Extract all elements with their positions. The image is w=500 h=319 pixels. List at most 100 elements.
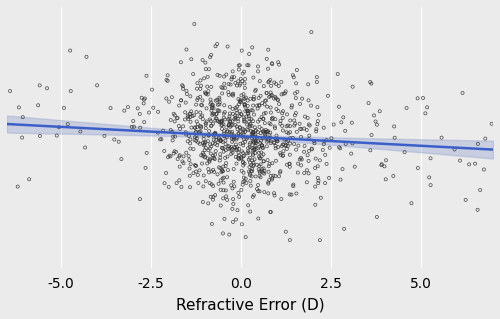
Point [208, 221, 216, 226]
Point [266, 161, 274, 167]
Point [196, 78, 204, 83]
Point [276, 169, 284, 174]
Point [168, 95, 176, 100]
Point [233, 111, 241, 116]
Point [278, 79, 285, 85]
Point [272, 133, 280, 138]
Point [272, 117, 280, 122]
Point [238, 156, 246, 161]
Point [249, 108, 257, 113]
Point [6, 88, 14, 93]
Point [314, 178, 322, 183]
Point [208, 85, 216, 90]
Point [296, 126, 304, 131]
Point [264, 180, 272, 185]
Point [250, 136, 258, 141]
Point [255, 144, 263, 149]
Point [220, 81, 228, 86]
Point [226, 104, 234, 109]
Point [249, 151, 257, 156]
Point [224, 144, 232, 149]
Point [217, 138, 225, 144]
Point [303, 180, 311, 185]
Point [266, 173, 274, 178]
Point [214, 140, 222, 145]
Point [273, 137, 281, 142]
Point [176, 164, 184, 169]
Point [233, 147, 241, 152]
Point [130, 124, 138, 129]
Point [212, 111, 220, 116]
Point [304, 153, 312, 158]
Point [286, 141, 294, 146]
Point [182, 150, 190, 155]
Point [255, 103, 263, 108]
Point [206, 194, 214, 199]
Point [250, 164, 258, 169]
Point [264, 181, 272, 186]
Point [248, 145, 256, 150]
Point [172, 181, 180, 186]
Point [218, 145, 226, 151]
Point [249, 130, 257, 135]
Point [246, 173, 254, 178]
Point [278, 115, 286, 121]
Point [321, 181, 329, 186]
Point [283, 112, 291, 117]
Point [290, 123, 298, 128]
Point [216, 100, 224, 105]
Point [142, 165, 150, 170]
Point [156, 137, 164, 142]
Point [297, 134, 305, 139]
Point [376, 109, 384, 114]
Point [124, 105, 132, 110]
Point [211, 141, 219, 146]
Point [208, 169, 216, 174]
Point [248, 129, 256, 134]
Point [228, 122, 236, 127]
Point [43, 86, 51, 91]
Point [212, 138, 220, 143]
Point [256, 117, 264, 122]
Point [208, 112, 216, 117]
Point [194, 95, 202, 100]
Point [142, 73, 150, 78]
Point [348, 84, 356, 89]
Point [175, 123, 183, 129]
Point [247, 168, 255, 174]
Point [199, 199, 207, 204]
Point [382, 158, 390, 163]
Point [192, 129, 200, 134]
Point [106, 106, 114, 111]
Point [185, 133, 193, 138]
Point [253, 162, 261, 167]
Point [258, 115, 266, 120]
Point [246, 116, 254, 121]
Point [233, 83, 241, 88]
Point [214, 72, 222, 78]
Point [253, 135, 261, 140]
Point [220, 122, 228, 127]
Point [242, 95, 250, 100]
Point [179, 84, 187, 89]
Point [164, 184, 172, 189]
Point [228, 146, 236, 152]
Point [220, 131, 228, 136]
Point [134, 106, 141, 111]
Point [245, 169, 253, 174]
Point [320, 125, 328, 130]
Point [141, 96, 149, 101]
Point [256, 93, 264, 98]
Point [272, 174, 280, 179]
Point [198, 57, 206, 63]
Point [222, 194, 230, 199]
Point [171, 113, 179, 118]
Point [256, 140, 264, 145]
Point [317, 195, 325, 200]
Point [258, 127, 266, 132]
Point [251, 133, 259, 138]
Point [250, 94, 258, 99]
Point [272, 96, 280, 101]
Point [264, 47, 272, 52]
Point [296, 121, 304, 126]
